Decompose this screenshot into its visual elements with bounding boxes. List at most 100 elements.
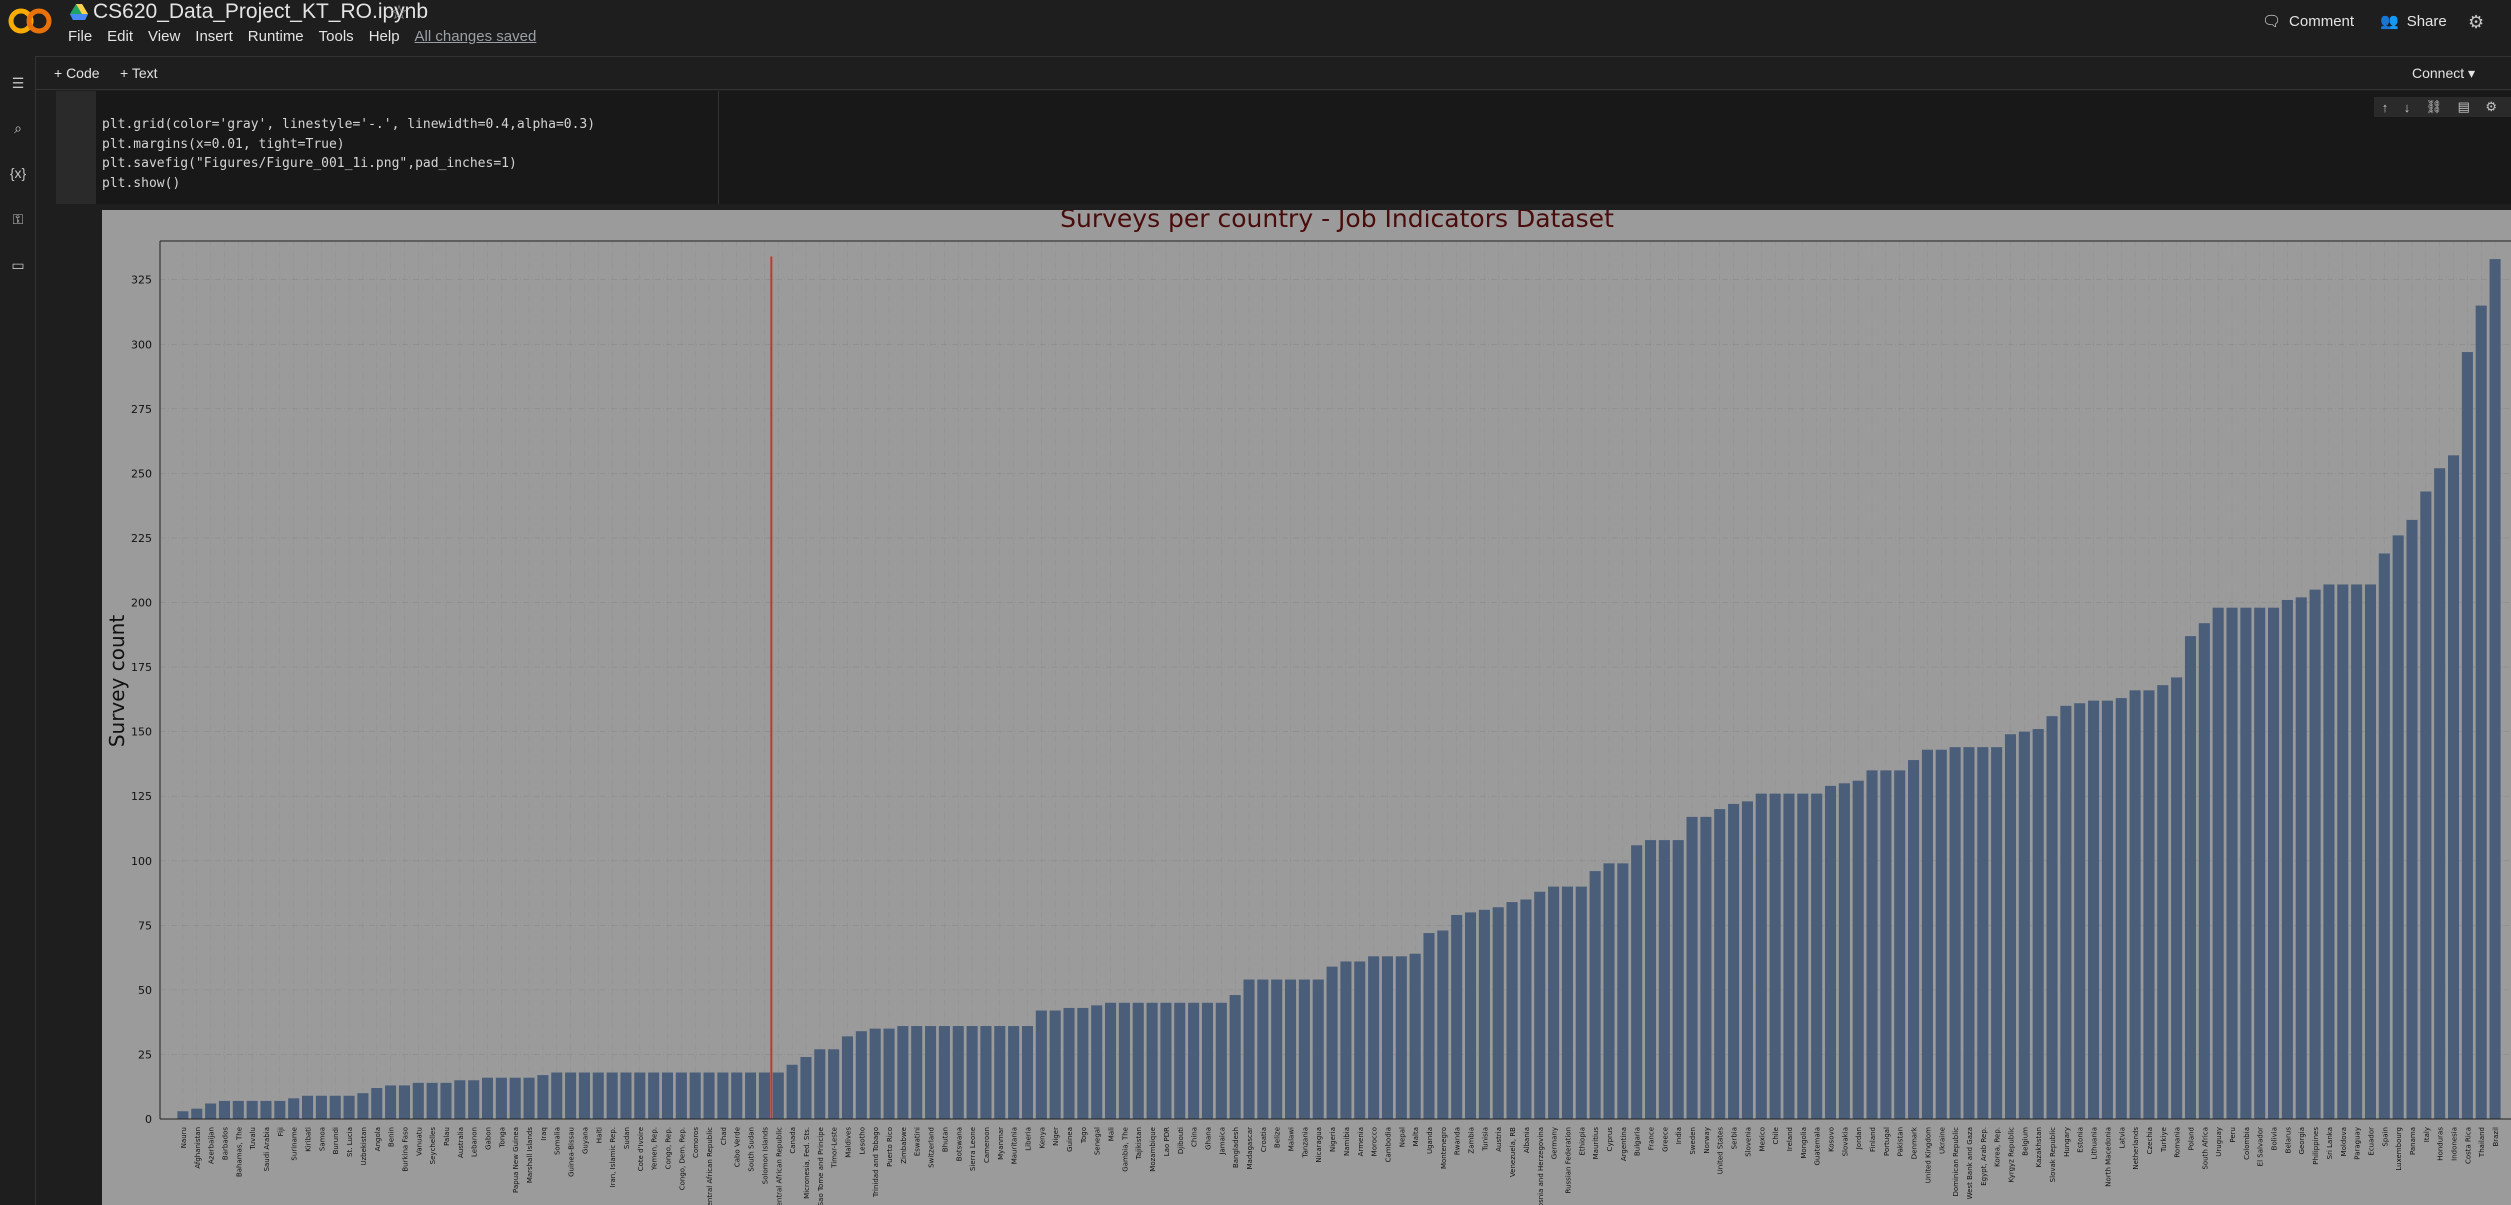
bar — [509, 1077, 521, 1119]
move-down-icon[interactable]: ↓ — [2403, 99, 2411, 115]
code-cell[interactable]: plt.grid(color='gray', linestyle='-.', l… — [56, 91, 2511, 204]
x-tick-label: Netherlands — [2132, 1127, 2140, 1170]
menu-view[interactable]: View — [148, 28, 181, 45]
toc-icon[interactable]: ☰ — [11, 75, 25, 91]
search-icon[interactable]: ⌕ — [14, 120, 22, 136]
x-tick-label: Lao PDR — [1163, 1127, 1171, 1156]
bar — [717, 1072, 729, 1119]
bar — [1949, 747, 1961, 1119]
x-tick-label: Liberia — [1024, 1127, 1032, 1151]
bar — [2461, 352, 2473, 1119]
menu-file[interactable]: File — [68, 28, 93, 45]
x-tick-label: France — [1648, 1127, 1656, 1150]
save-status[interactable]: All changes saved — [414, 28, 537, 45]
move-up-icon[interactable]: ↑ — [2381, 99, 2389, 115]
x-tick-label: Ecuador — [2367, 1127, 2375, 1156]
add-text-button[interactable]: + Text — [120, 65, 158, 81]
share-label: Share — [2406, 12, 2447, 30]
bar — [1285, 979, 1297, 1119]
menu-insert[interactable]: Insert — [195, 28, 233, 45]
menu-help[interactable]: Help — [368, 28, 400, 45]
bar — [1921, 749, 1933, 1119]
x-tick-label: Russian Federation — [1564, 1127, 1572, 1193]
bar — [980, 1026, 992, 1119]
bar — [1423, 933, 1435, 1119]
x-tick-label: United Kingdom — [1924, 1127, 1932, 1183]
x-tick-label: Luxembourg — [2395, 1127, 2403, 1171]
comment-button[interactable]: 🗨 Comment — [2262, 12, 2354, 31]
colab-logo[interactable] — [8, 6, 52, 36]
x-tick-label: Madagascar — [1246, 1127, 1254, 1170]
x-tick-label: Togo — [1080, 1127, 1088, 1144]
x-tick-label: Guyana — [581, 1127, 589, 1154]
x-tick-label: Solomon Islands — [761, 1127, 769, 1185]
x-tick-label: Burundi — [332, 1127, 340, 1154]
x-tick-label: Indonesia — [2451, 1127, 2459, 1161]
x-tick-label: Paraguay — [2354, 1127, 2362, 1160]
bar — [2475, 305, 2487, 1119]
comment-cell-icon[interactable]: ▤ — [2457, 99, 2470, 114]
menu-tools[interactable]: Tools — [318, 28, 354, 45]
menu-runtime[interactable]: Runtime — [247, 28, 304, 45]
x-tick-label: Greece — [1661, 1127, 1669, 1152]
menu-edit[interactable]: Edit — [107, 28, 134, 45]
bar — [1077, 1007, 1089, 1119]
x-tick-label: Korea, Rep. — [1994, 1127, 2002, 1167]
bar — [2254, 607, 2266, 1119]
x-tick-label: Guatemala — [1814, 1127, 1822, 1166]
x-tick-label: Latvia — [2118, 1127, 2126, 1148]
y-tick-label: 225 — [131, 532, 152, 545]
x-tick-label: Puerto Rico — [886, 1127, 894, 1167]
cell-settings-icon[interactable]: ⚙ — [2485, 99, 2498, 114]
x-tick-label: Comoros — [692, 1127, 700, 1158]
star-icon[interactable]: ☆ — [390, 2, 408, 24]
bar — [1021, 1026, 1034, 1119]
x-tick-label: Georgia — [2298, 1127, 2306, 1154]
x-tick-label: Colombia — [2243, 1127, 2251, 1160]
bar — [1201, 1002, 1214, 1119]
bar — [1838, 783, 1850, 1119]
bar — [1091, 1005, 1103, 1119]
link-icon[interactable]: ⛓ — [2425, 99, 2443, 114]
x-tick-label: Djibouti — [1177, 1127, 1185, 1154]
bar — [1492, 907, 1504, 1119]
x-tick-label: Afghanistan — [194, 1127, 202, 1169]
bar — [772, 1072, 784, 1119]
bar — [1631, 845, 1643, 1119]
variables-icon[interactable]: {x} — [9, 165, 27, 181]
bar — [1603, 863, 1615, 1119]
bar — [2434, 468, 2446, 1119]
x-tick-label: Barbados — [221, 1127, 229, 1160]
gear-icon[interactable]: ⚙ — [2468, 12, 2485, 32]
x-tick-label: Kyrgyz Republic — [2007, 1127, 2015, 1183]
add-code-button[interactable]: + Code — [54, 65, 100, 81]
code-line: plt.savefig("Figures/Figure_001_1i.png",… — [102, 156, 517, 171]
x-tick-label: Congo, Dem. Rep. — [678, 1127, 686, 1190]
x-tick-label: Sri Lanka — [2326, 1127, 2334, 1159]
key-icon[interactable]: ⚿ — [12, 211, 24, 227]
x-tick-label: Zambia — [1468, 1127, 1476, 1154]
notebook-title[interactable]: CS620_Data_Project_KT_RO.ipynb — [93, 0, 429, 23]
x-tick-label: Fiji — [277, 1127, 285, 1136]
x-tick-label: Senegal — [1094, 1127, 1102, 1155]
drive-icon[interactable] — [70, 4, 88, 20]
connect-button[interactable]: Connect ▾ — [2412, 65, 2475, 82]
x-tick-label: Romania — [2174, 1127, 2182, 1158]
folder-icon[interactable]: ▭ — [11, 257, 25, 273]
x-tick-label: Nauru — [180, 1127, 188, 1148]
bar — [412, 1082, 424, 1119]
y-tick-label: 125 — [131, 790, 152, 803]
cell-gutter[interactable] — [56, 91, 96, 204]
code-editor[interactable]: plt.grid(color='gray', linestyle='-.', l… — [102, 115, 595, 193]
x-tick-label: St. Lucia — [346, 1127, 354, 1157]
x-tick-label: Cyprus — [1606, 1127, 1614, 1152]
bar — [2448, 455, 2460, 1119]
share-button[interactable]: 👥 Share — [2380, 12, 2447, 31]
bar — [800, 1057, 812, 1119]
bar — [329, 1095, 341, 1119]
x-tick-label: Croatia — [1260, 1127, 1268, 1152]
bar — [1755, 793, 1767, 1119]
bar — [841, 1036, 854, 1119]
x-tick-label: Namibia — [1343, 1127, 1351, 1156]
bar — [1464, 912, 1477, 1119]
